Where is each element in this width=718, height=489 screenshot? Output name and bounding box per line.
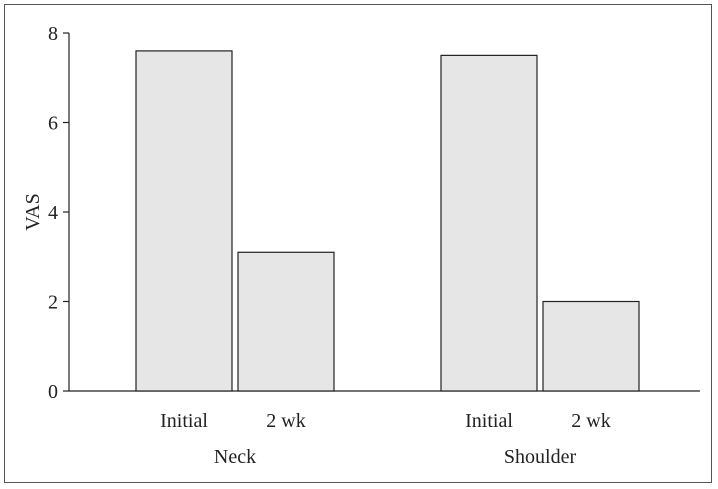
bar-neck-2-wk bbox=[237, 251, 335, 392]
bar-neck-initial bbox=[135, 50, 233, 392]
chart-frame bbox=[4, 4, 712, 483]
y-tick-label: 0 bbox=[48, 381, 58, 403]
labels: 0 2 4 6 8 Initial 2 wk Neck Initial 2 wk Shoulder bbox=[48, 23, 611, 468]
category-label: 2 wk bbox=[571, 410, 610, 432]
category-label: Initial bbox=[465, 410, 513, 432]
group-label: Neck bbox=[214, 446, 256, 468]
y-tick-label: 2 bbox=[48, 292, 58, 314]
y-tick-label: 4 bbox=[48, 202, 58, 224]
y-axis-title: VAS bbox=[22, 193, 44, 230]
category-label: 2 wk bbox=[266, 410, 305, 432]
bar-shoulder-2-wk bbox=[542, 300, 640, 392]
group-label: Shoulder bbox=[504, 446, 577, 468]
bars bbox=[135, 50, 640, 392]
bar-shoulder-initial bbox=[440, 54, 538, 392]
category-label: Initial bbox=[160, 410, 208, 432]
y-tick-label: 8 bbox=[48, 23, 58, 45]
y-tick-label: 6 bbox=[48, 113, 58, 135]
